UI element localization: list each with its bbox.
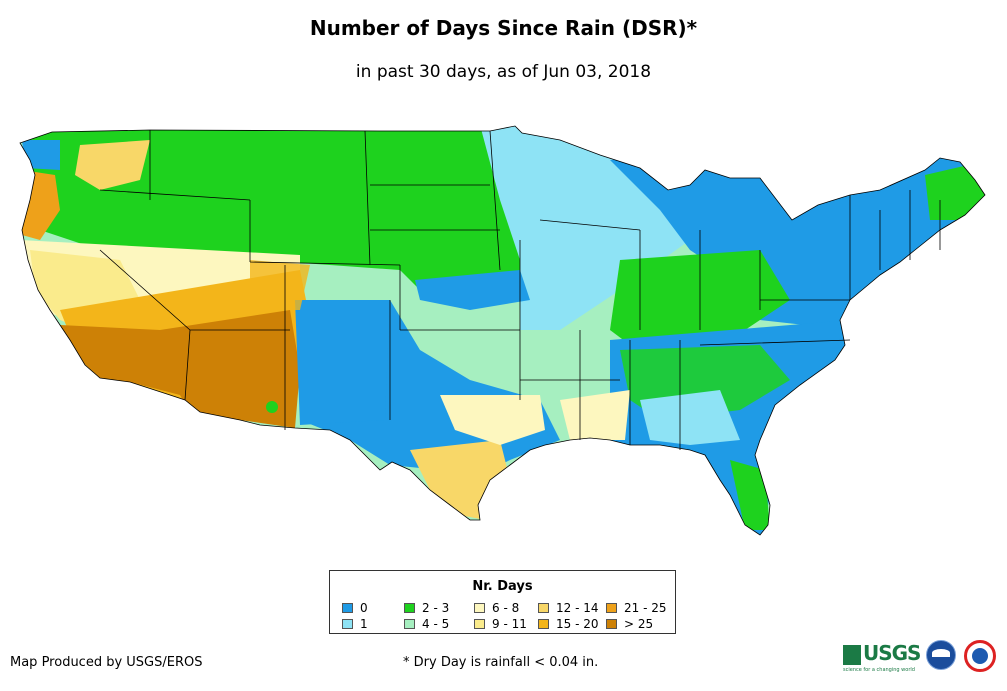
page-subtitle: in past 30 days, as of Jun 03, 2018 <box>355 62 652 82</box>
legend-swatch <box>342 603 353 613</box>
nws-logo-icon[interactable] <box>964 640 996 672</box>
legend-swatch <box>538 603 549 613</box>
legend-swatch <box>474 619 485 629</box>
usgs-tagline: science for a changing world <box>843 667 915 673</box>
legend-swatch <box>606 603 617 613</box>
map-legend: Nr. Days 0 1 2 - 3 4 - 5 6 - 8 9 - 11 12… <box>329 570 676 634</box>
region-arizona-wet-spot <box>266 401 278 413</box>
nws-inner-icon <box>972 648 988 664</box>
region-plains-0 <box>415 270 530 310</box>
legend-swatch <box>474 603 485 613</box>
region-texas-12-14 <box>410 440 510 520</box>
noaa-logo-icon[interactable] <box>926 640 956 670</box>
us-dsr-map <box>19 125 986 536</box>
legend-swatch <box>538 619 549 629</box>
page-title: Number of Days Since Rain (DSR)* <box>309 16 698 40</box>
usgs-logo-text: USGS <box>863 641 921 665</box>
legend-swatch <box>342 619 353 629</box>
region-texas-6-8 <box>440 395 545 445</box>
usgs-logo[interactable]: USGS science for a changing world <box>843 641 921 677</box>
dry-day-footnote: * Dry Day is rainfall < 0.04 in. <box>403 655 599 670</box>
region-washington-0 <box>22 140 60 170</box>
legend-swatch <box>606 619 617 629</box>
region-georgia-1 <box>640 390 740 445</box>
region-idaho-12-14 <box>75 140 150 190</box>
producer-credit: Map Produced by USGS/EROS <box>10 655 203 670</box>
legend-swatch <box>404 619 415 629</box>
noaa-bird-icon <box>932 649 950 657</box>
usgs-wave-icon <box>843 645 861 665</box>
region-colorado-15-20 <box>250 260 310 310</box>
state-lines <box>99 130 941 450</box>
region-new-mexico-0 <box>295 300 390 425</box>
region-delta-6-8 <box>560 390 630 440</box>
region-arizona-over-25 <box>60 310 300 428</box>
region-florida-2-3 <box>730 460 770 530</box>
legend-swatch <box>404 603 415 613</box>
legend-title: Nr. Days <box>472 579 533 594</box>
